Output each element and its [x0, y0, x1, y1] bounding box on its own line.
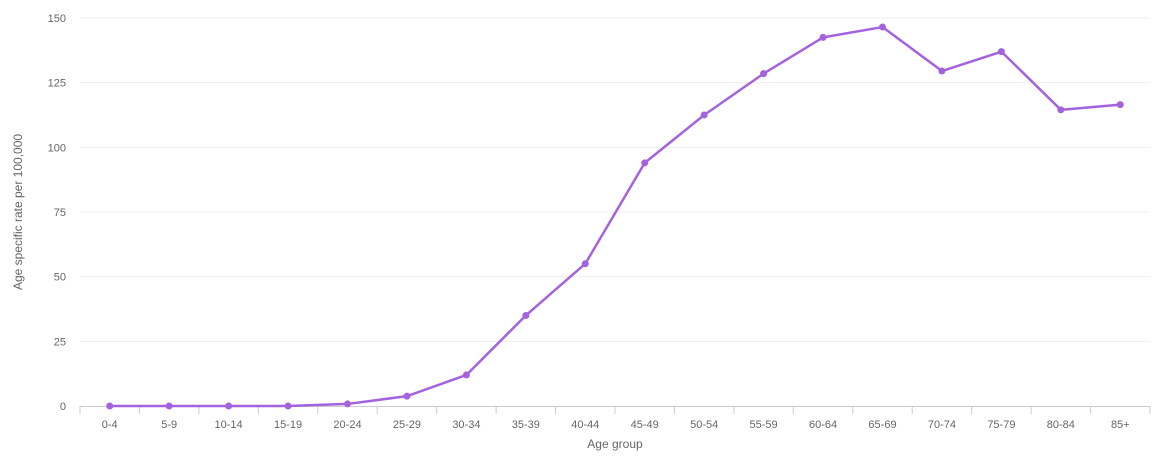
- data-point: [700, 111, 708, 119]
- data-point: [165, 402, 173, 410]
- x-tick-label: 0-4: [102, 419, 118, 431]
- x-tick-label: 70-74: [928, 419, 956, 431]
- data-point: [997, 48, 1005, 56]
- x-tick-label: 5-9: [161, 419, 177, 431]
- data-point: [760, 70, 768, 78]
- y-tick-label: 75: [54, 207, 66, 219]
- x-tick-label: 85+: [1111, 419, 1130, 431]
- x-tick-label: 40-44: [571, 419, 599, 431]
- y-tick-label: 50: [54, 272, 66, 284]
- y-axis: 0 25 50 75 100 125 150: [48, 13, 66, 413]
- data-point: [522, 311, 530, 319]
- series: [106, 23, 1124, 410]
- data-point: [225, 402, 233, 410]
- data-point: [819, 33, 827, 41]
- x-tick-label: 50-54: [690, 419, 718, 431]
- data-point: [938, 67, 946, 75]
- data-point: [462, 371, 470, 379]
- x-tick-label: 10-14: [215, 419, 243, 431]
- data-point: [344, 400, 351, 408]
- data-point: [284, 402, 292, 410]
- x-tick-label: 60-64: [809, 419, 837, 431]
- x-tick-label: 45-49: [631, 419, 659, 431]
- x-tick-label: 35-39: [512, 419, 540, 431]
- data-point: [879, 23, 886, 31]
- data-point: [403, 392, 411, 400]
- data-point: [1116, 101, 1124, 109]
- y-axis-title: Age specific rate per 100,000: [11, 134, 25, 290]
- data-point: [1057, 106, 1065, 114]
- x-tick-label: 30-34: [452, 419, 480, 431]
- data-point: [106, 402, 114, 410]
- x-tick-label: 25-29: [393, 419, 421, 431]
- y-tick-label: 100: [48, 142, 66, 154]
- x-tick-label: 80-84: [1047, 419, 1075, 431]
- y-tick-label: 0: [60, 401, 66, 413]
- x-tick-labels: 0-4 5-9 10-14 15-19 20-24 25-29 30-34 35-39 40-4…: [102, 419, 1130, 431]
- x-tick-label: 75-79: [987, 419, 1015, 431]
- x-tick-label: 15-19: [274, 419, 302, 431]
- data-point: [641, 159, 649, 167]
- x-tick-label: 55-59: [750, 419, 778, 431]
- series-line: [108, 25, 1122, 408]
- y-tick-label: 150: [48, 13, 66, 25]
- x-tick-label: 65-69: [868, 419, 896, 431]
- y-tick-label: 125: [48, 78, 66, 90]
- x-tick-label: 20-24: [333, 419, 361, 431]
- x-axis-title: Age group: [587, 437, 643, 451]
- data-point: [581, 260, 589, 268]
- y-tick-label: 25: [54, 336, 66, 348]
- gridlines: [80, 17, 1150, 342]
